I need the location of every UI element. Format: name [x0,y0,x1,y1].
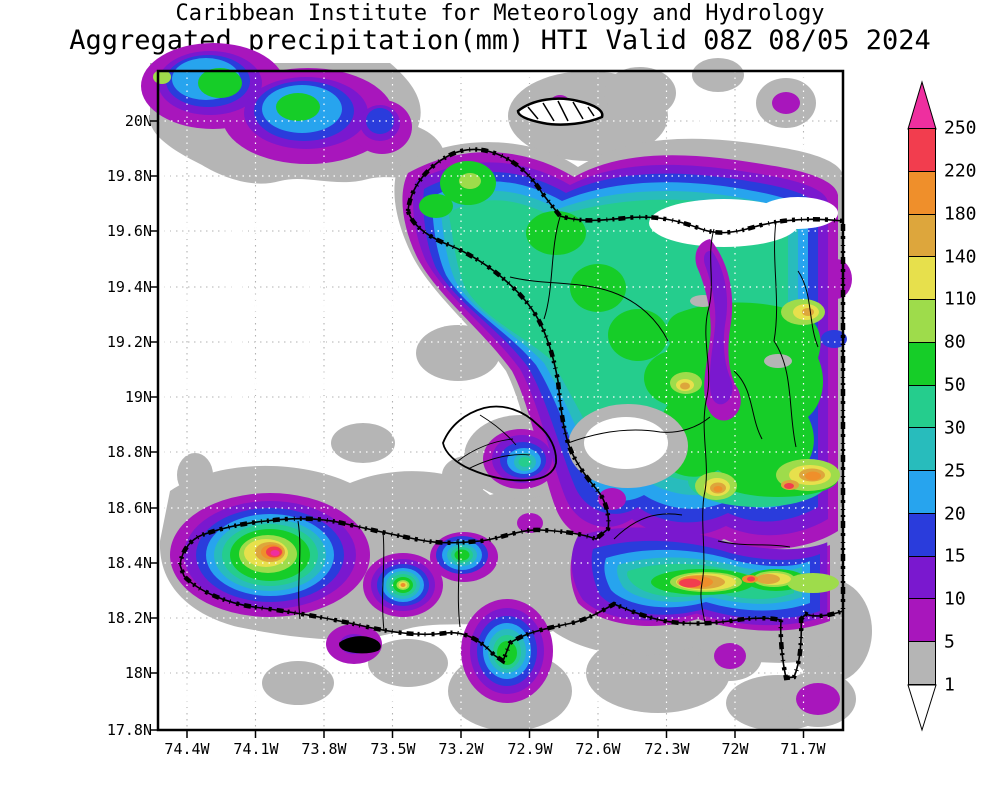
colorbar-below-min-arrow [907,684,937,732]
colorbar-segment-5-10 [909,598,935,642]
coastline-layer [177,97,846,681]
colorbar-label-10: 10 [944,588,966,610]
colorbar-label-25: 25 [944,460,966,482]
figure-titles: Caribbean Institute for Meteorology and … [0,1,1000,56]
colorbar-segment-140-180 [909,213,935,257]
lat-tick-20n: 20N [124,112,152,130]
institute-title: Caribbean Institute for Meteorology and … [175,1,825,26]
lon-tick-73-2w: 73.2W [438,740,484,758]
colorbar-label-250: 250 [944,117,977,139]
lon-tick-72-3w: 72.3W [644,740,690,758]
colorbar-label-30: 30 [944,417,966,439]
lat-tick-19-6n: 19.6N [106,222,152,240]
lat-tick-19-4n: 19.4N [106,278,152,296]
lon-tick-72-9w: 72.9W [507,740,553,758]
plot-frame [150,69,845,738]
plot-title: Aggregated precipitation(mm) HTI Valid 0… [69,25,931,56]
colorbar-segment-20-25 [909,470,935,513]
map-canvas [141,43,872,738]
gonave-island-hatch [457,414,531,470]
lon-tick-72w: 72W [721,740,749,758]
lon-tick-73-8w: 73.8W [301,740,347,758]
lat-tick-19-2n: 19.2N [106,333,152,351]
lat-tick-18-2n: 18.2N [106,609,152,627]
colorbar-segment-25-30 [909,427,935,471]
tortue-island-hatch [527,100,595,122]
vache-island [339,636,381,654]
colorbar-segment-180-220 [909,170,935,214]
colorbar-above-max-arrow [907,80,937,130]
lon-tick-72-6w: 72.6W [575,740,621,758]
lat-tick-19n: 19N [124,388,152,406]
colorbar-label-15: 15 [944,545,966,567]
interior-boundaries [297,216,819,632]
colorbar-segment-50-80 [909,341,935,385]
lon-tick-74-1w: 74.1W [233,740,279,758]
lat-tick-18-8n: 18.8N [106,443,152,461]
precip-level-over-250-pink [270,550,280,556]
colorbar-segment-10-15 [909,555,935,599]
colorbar-label-220: 220 [944,160,977,182]
gonave-island [442,405,557,482]
colorbar-label-80: 80 [944,331,966,353]
lon-tick-74-4w: 74.4W [164,740,210,758]
colorbar-label-20: 20 [944,503,966,525]
lat-tick-18-4n: 18.4N [106,554,152,572]
lon-tick-71-7w: 71.7W [780,740,826,758]
colorbar-label-5: 5 [944,631,955,653]
colorbar-label-110: 110 [944,288,977,310]
lat-tick-18-6n: 18.6N [106,499,152,517]
hispaniola-coastline [179,148,844,679]
lat-tick-19-8n: 19.8N [106,167,152,185]
colorbar [908,128,936,685]
lat-tick-18n: 18N [124,664,152,682]
tortue-island [516,97,604,126]
colorbar-label-1: 1 [944,674,955,696]
lon-tick-73-5w: 73.5W [370,740,416,758]
colorbar-segment-220-250 [909,129,935,171]
colorbar-label-140: 140 [944,246,977,268]
lat-tick-17-8n: 17.8N [106,721,152,739]
colorbar-segment-15-20 [909,512,935,556]
colorbar-label-180: 180 [944,203,977,225]
colorbar-segment-110-140 [909,256,935,300]
colorbar-segment-1-5 [909,641,935,684]
colorbar-label-50: 50 [944,374,966,396]
colorbar-segment-80-110 [909,299,935,342]
colorbar-segment-30-50 [909,384,935,428]
map-plot-area [141,43,872,738]
axis-ticks [150,120,805,738]
